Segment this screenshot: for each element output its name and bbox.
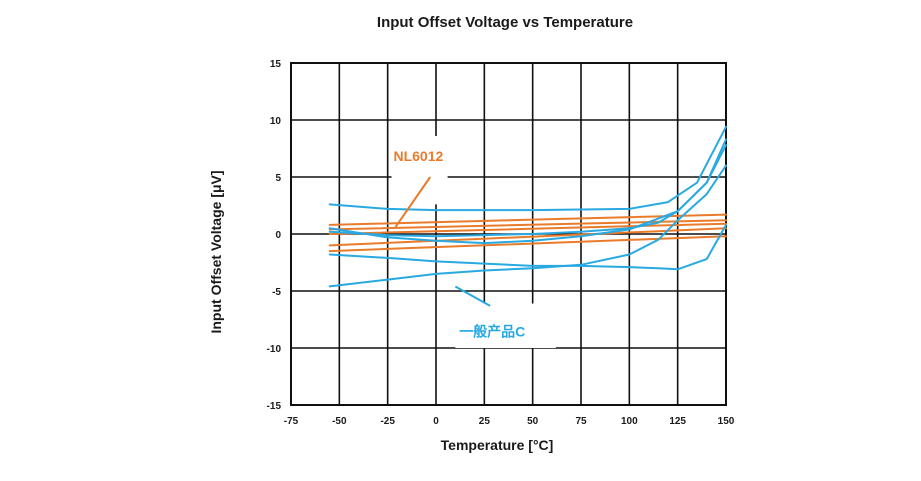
grid: [290, 62, 727, 406]
x-tick-label: 100: [621, 416, 638, 427]
x-tick-label: 0: [433, 416, 439, 427]
annotation-pointer-general-product-c: [454, 285, 491, 307]
x-tick-label: -50: [332, 416, 347, 427]
y-tick-label: -5: [272, 287, 281, 298]
annotation-pointer-nl6012: [394, 176, 432, 228]
series-line-6: [328, 125, 727, 212]
annotations: NL6012 一般产品C: [391, 135, 556, 348]
series-line-8: [328, 138, 727, 238]
annotation-nl6012: NL6012: [393, 148, 443, 164]
x-axis-label: Temperature [°C]: [441, 437, 554, 453]
x-tick-label: 75: [575, 416, 587, 427]
chart-title: Input Offset Voltage vs Temperature: [377, 14, 633, 31]
y-axis-label: Input Offset Voltage [μV]: [208, 170, 224, 333]
x-tick-label: -75: [284, 416, 299, 427]
series-line-4: [328, 227, 727, 247]
x-tick-label: 150: [718, 416, 735, 427]
annotation-general-product-c: 一般产品C: [459, 324, 525, 340]
y-tick-label: 15: [270, 59, 282, 70]
y-tick-label: -10: [267, 344, 282, 355]
series-line-3: [328, 222, 727, 235]
series-line-1: [328, 213, 727, 226]
y-tick-label: -15: [267, 401, 282, 412]
x-tick-label: 25: [479, 416, 491, 427]
annotation-backdrop: [391, 135, 448, 205]
y-tick-label: 0: [275, 230, 281, 241]
x-tick-label: 125: [669, 416, 686, 427]
x-tick-label: 50: [527, 416, 539, 427]
x-tick-label: -25: [380, 416, 395, 427]
annotation-backdrop: [455, 303, 556, 348]
series-line-9: [328, 223, 727, 271]
series-lines: [328, 125, 727, 288]
series-line-10: [328, 164, 727, 288]
y-tick-label: 5: [275, 173, 281, 184]
y-tick-label: 10: [270, 116, 282, 127]
